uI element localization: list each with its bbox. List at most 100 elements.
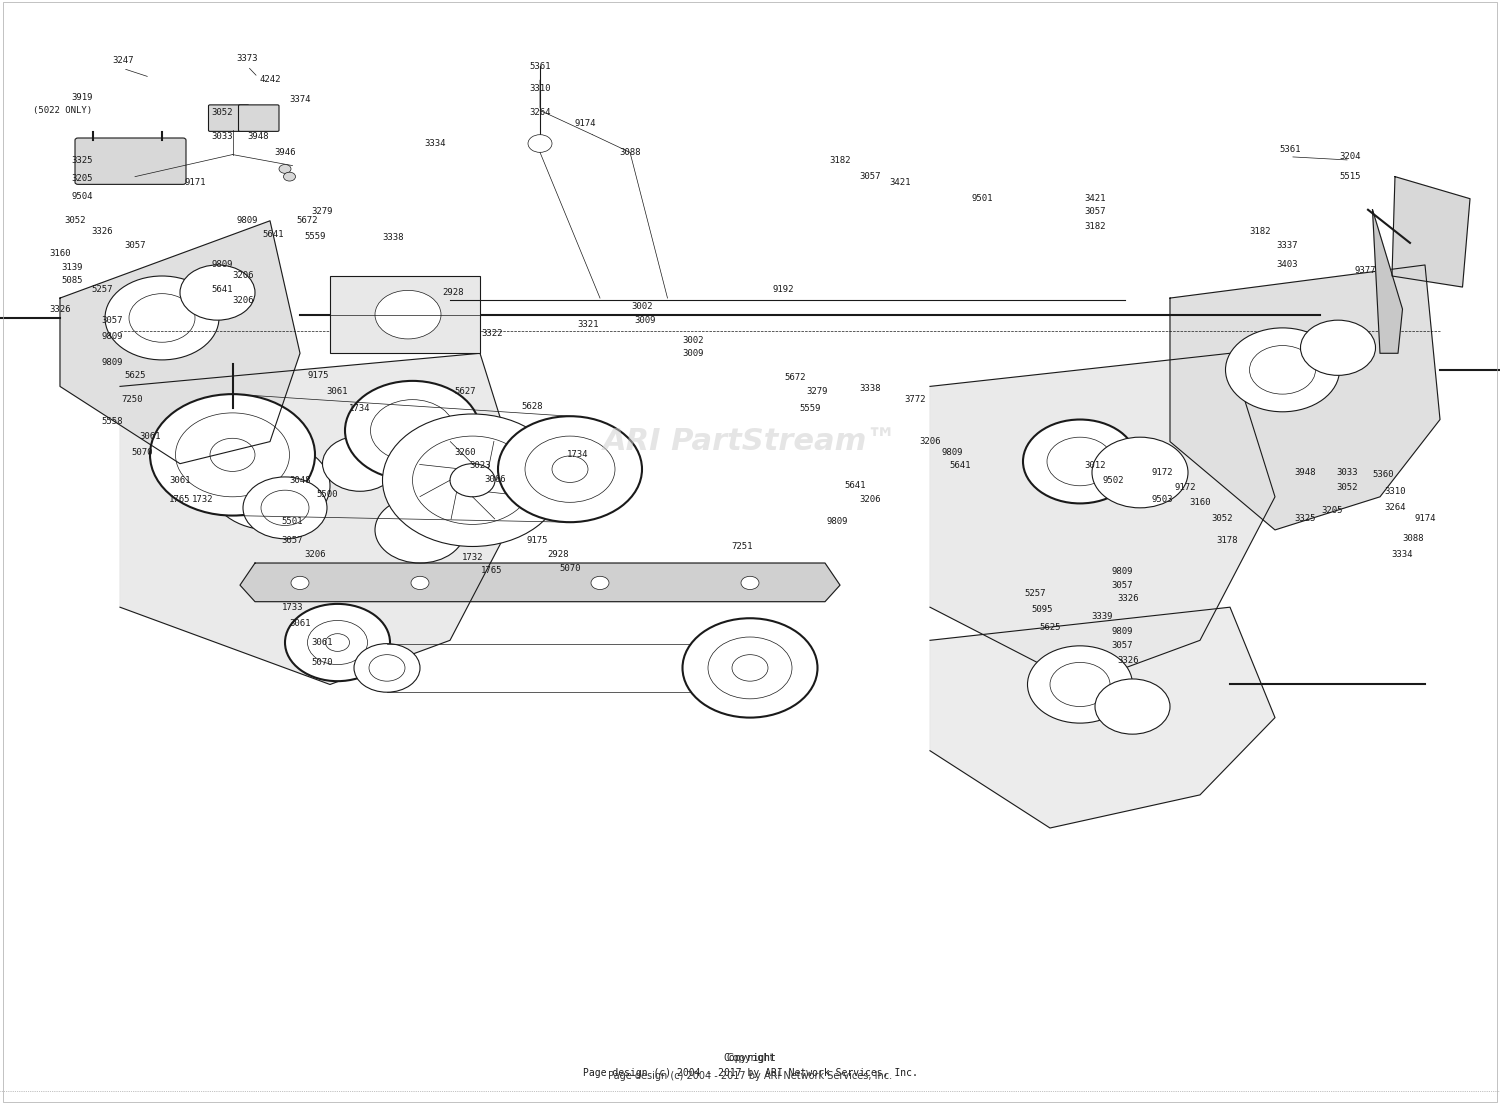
Text: 5257: 5257 [92,285,112,294]
Text: 5257: 5257 [1024,590,1045,598]
Polygon shape [930,607,1275,828]
Text: Page design (c) 2004 - 2017 by ARI Network Services, Inc.: Page design (c) 2004 - 2017 by ARI Netwo… [608,1071,892,1082]
Text: 9377: 9377 [1354,266,1376,275]
Text: 3052: 3052 [1212,514,1233,523]
Text: 3338: 3338 [859,384,880,393]
Text: 9809: 9809 [827,517,848,526]
Circle shape [210,438,255,471]
Circle shape [369,655,405,681]
Circle shape [1047,437,1113,486]
Text: (5022 ONLY): (5022 ONLY) [33,106,93,115]
Text: 3061: 3061 [312,638,333,647]
Text: 3002: 3002 [682,336,703,344]
Circle shape [375,497,465,563]
Text: 9809: 9809 [237,216,258,225]
Text: 3057: 3057 [124,241,146,250]
Text: 3048: 3048 [290,476,310,485]
Circle shape [528,135,552,152]
Text: 3326: 3326 [1118,656,1138,665]
Text: 3088: 3088 [620,148,640,157]
Text: 3403: 3403 [1276,261,1298,269]
Text: 3334: 3334 [424,139,445,148]
Text: Page design (c) 2004 - 2017 by ARI Network Services, Inc.: Page design (c) 2004 - 2017 by ARI Netwo… [582,1068,918,1079]
Text: 3206: 3206 [859,495,880,503]
Circle shape [741,576,759,590]
Circle shape [1250,346,1316,394]
Circle shape [1050,662,1110,707]
Text: 5627: 5627 [454,388,476,396]
Text: 3033: 3033 [211,132,232,141]
Circle shape [180,265,255,320]
Circle shape [291,576,309,590]
Text: 3279: 3279 [312,208,333,216]
Text: 5500: 5500 [316,490,338,499]
Text: 3260: 3260 [454,448,476,457]
Text: 5641: 5641 [950,461,970,470]
Circle shape [150,394,315,516]
Text: 5641: 5641 [262,230,284,238]
Text: 9171: 9171 [184,178,206,187]
Text: 3310: 3310 [530,84,550,93]
Text: 3205: 3205 [72,174,93,183]
Polygon shape [1372,210,1402,353]
Text: 1734: 1734 [350,404,370,413]
Text: 5361: 5361 [530,62,550,71]
Circle shape [413,436,532,524]
Polygon shape [120,353,525,684]
Text: 3057: 3057 [282,537,303,545]
Text: 5515: 5515 [1340,172,1360,181]
Text: 9192: 9192 [772,285,794,294]
Polygon shape [930,353,1275,684]
Text: 3052: 3052 [211,108,232,117]
Text: 3325: 3325 [1294,514,1316,523]
Text: 3421: 3421 [890,178,910,187]
Bar [330,276,480,353]
Text: 3322: 3322 [482,329,502,338]
Text: 3948: 3948 [248,132,268,141]
Text: 5625: 5625 [124,371,146,380]
Text: 3009: 3009 [682,349,703,358]
Circle shape [411,576,429,590]
Text: 3057: 3057 [1084,208,1106,216]
Text: 3066: 3066 [484,475,506,484]
Text: 3057: 3057 [859,172,880,181]
Text: 9504: 9504 [72,192,93,201]
Text: 5070: 5070 [132,448,153,457]
Text: 3338: 3338 [382,233,404,242]
Circle shape [370,400,454,461]
Text: 5641: 5641 [211,285,232,294]
Text: 3321: 3321 [578,320,598,329]
Text: 9809: 9809 [211,261,232,269]
Text: 9502: 9502 [1102,476,1124,485]
Text: 3061: 3061 [170,476,190,485]
Text: 3946: 3946 [274,148,296,157]
Circle shape [682,618,818,718]
Text: 3326: 3326 [92,227,112,236]
Text: 3206: 3206 [232,296,254,305]
Text: 9809: 9809 [1112,567,1132,576]
Text: 2928: 2928 [442,288,464,297]
Text: 3182: 3182 [1084,222,1106,231]
Text: 3206: 3206 [920,437,940,446]
Polygon shape [1170,265,1440,530]
Text: 9172: 9172 [1174,484,1196,492]
Circle shape [1092,437,1188,508]
Text: 3182: 3182 [1250,227,1270,236]
Circle shape [322,436,398,491]
Text: 5559: 5559 [800,404,820,413]
Circle shape [326,634,350,651]
Text: Copyright: Copyright [726,1052,774,1063]
Text: 3012: 3012 [1084,461,1106,470]
Text: 9809: 9809 [942,448,963,457]
Text: 3326: 3326 [50,305,70,314]
Circle shape [285,604,390,681]
Circle shape [708,637,792,699]
Text: 3325: 3325 [72,156,93,164]
Text: 7251: 7251 [732,542,753,551]
Text: 1732: 1732 [192,495,213,503]
Text: 3326: 3326 [1118,594,1138,603]
Text: 1734: 1734 [567,450,588,459]
Text: 3247: 3247 [112,56,134,65]
Text: 3334: 3334 [1392,550,1413,559]
Text: 3160: 3160 [1190,498,1210,507]
